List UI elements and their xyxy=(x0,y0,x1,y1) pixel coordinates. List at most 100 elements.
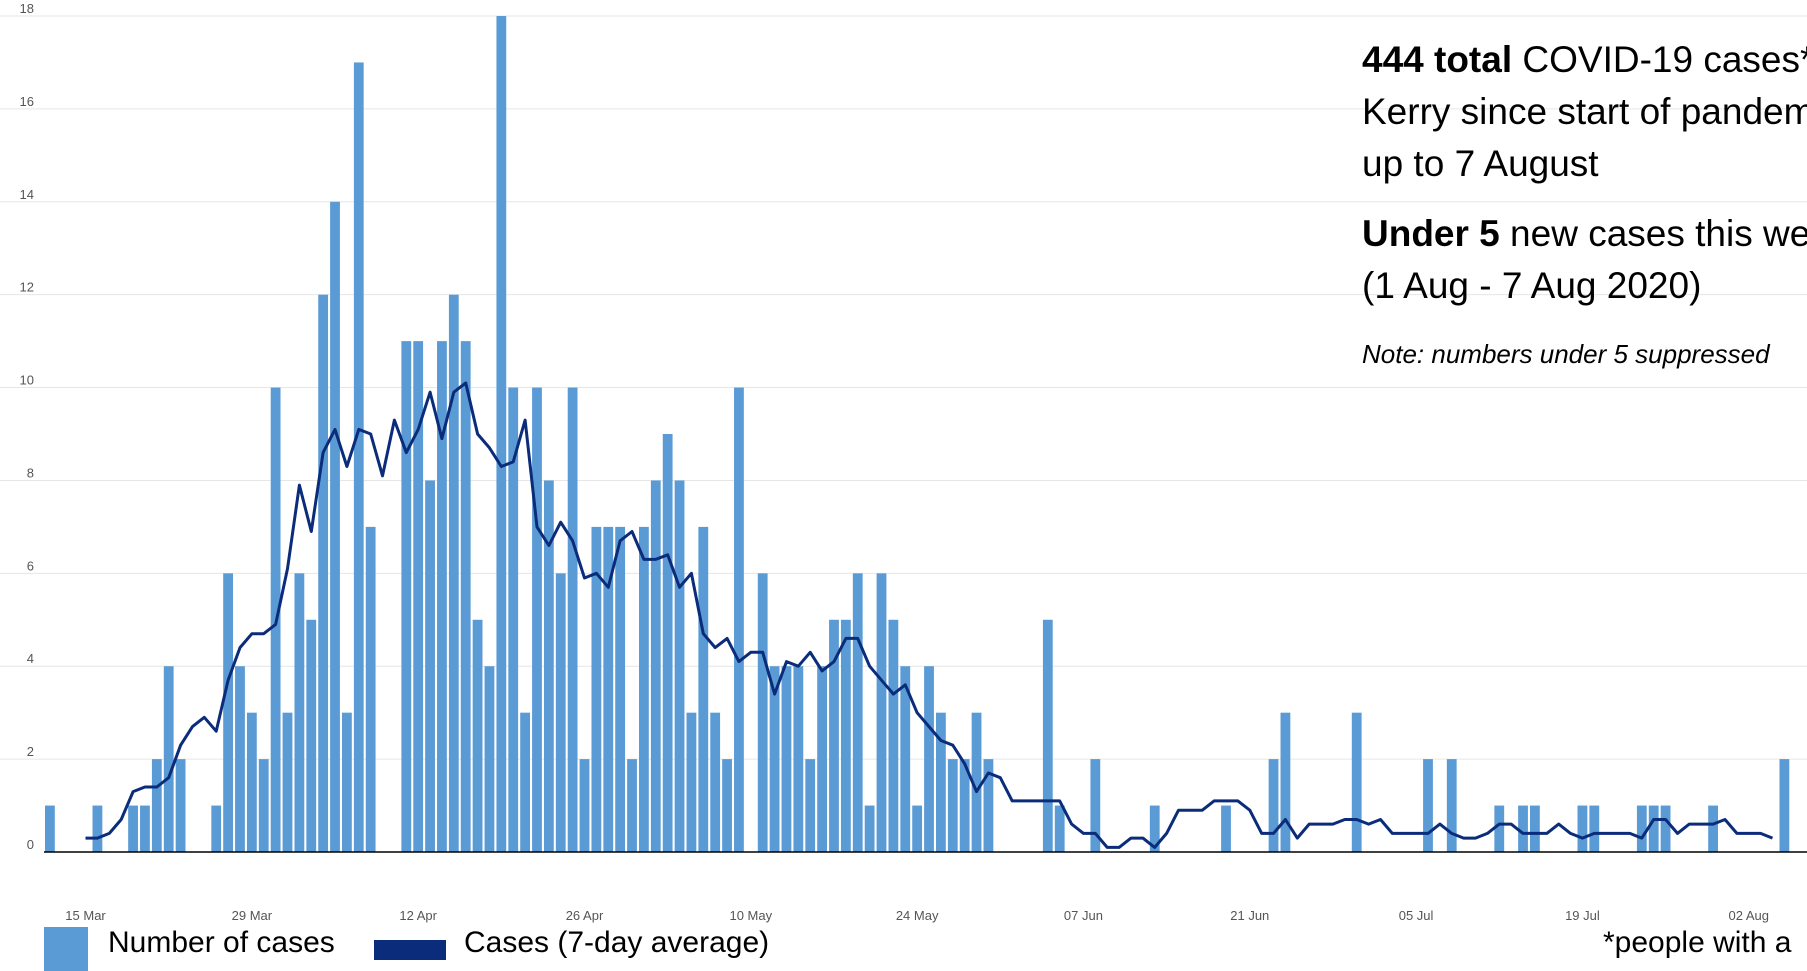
daily-cases-bar xyxy=(674,480,685,852)
daily-cases-bar xyxy=(757,573,768,852)
daily-cases-bar xyxy=(413,341,424,852)
daily-cases-bar xyxy=(342,712,352,852)
x-tick-label: 29 Mar xyxy=(232,908,273,923)
weekly-cases-value: Under 5 xyxy=(1362,213,1500,254)
daily-cases-bar xyxy=(555,573,566,852)
daily-cases-bar xyxy=(282,712,293,852)
legend-bars-swatch xyxy=(44,927,88,971)
x-axis-ticks: 15 Mar 29 Mar 12 Apr 26 Apr 10 May 24 May 07 J… xyxy=(65,908,1769,923)
daily-cases-bar xyxy=(460,341,471,852)
daily-cases-bar xyxy=(983,759,994,852)
daily-cases-bar xyxy=(924,666,934,852)
daily-cases-bar xyxy=(734,387,744,852)
daily-cases-bar xyxy=(128,805,138,852)
daily-cases-bar xyxy=(722,759,732,852)
y-tick-label: 4 xyxy=(27,651,34,666)
daily-cases-bar xyxy=(888,619,899,852)
daily-cases-bar xyxy=(769,666,780,852)
daily-cases-bar xyxy=(579,759,590,852)
daily-cases-bar xyxy=(92,805,103,852)
daily-cases-bar xyxy=(294,573,305,852)
x-tick-label: 15 Mar xyxy=(65,908,106,923)
daily-cases-bar xyxy=(627,759,637,852)
daily-cases-bar xyxy=(318,294,329,853)
daily-cases-bar xyxy=(1221,805,1231,852)
daily-cases-bar xyxy=(1577,805,1588,852)
legend-line-label: Cases (7-day average) xyxy=(464,926,770,959)
x-tick-label: 19 Jul xyxy=(1565,908,1600,923)
daily-cases-bar xyxy=(140,805,150,852)
daily-cases-bar xyxy=(520,712,530,852)
daily-cases-bar xyxy=(448,294,459,853)
daily-cases-bar xyxy=(437,341,447,852)
daily-cases-bar xyxy=(1589,805,1600,852)
x-tick-label: 02 Aug xyxy=(1728,908,1769,923)
daily-cases-bar xyxy=(781,666,792,852)
daily-cases-bar xyxy=(1779,759,1790,852)
daily-cases-bar xyxy=(639,526,649,852)
daily-cases-bar xyxy=(211,805,222,852)
x-tick-label: 07 Jun xyxy=(1064,908,1103,923)
daily-cases-bar xyxy=(698,526,709,852)
x-tick-label: 05 Jul xyxy=(1399,908,1434,923)
x-tick-label: 12 Apr xyxy=(399,908,437,923)
seven-day-average-line xyxy=(85,381,1774,849)
suppression-note: Note: numbers under 5 suppressed xyxy=(1362,339,1770,369)
daily-cases-bar xyxy=(1648,805,1659,852)
daily-cases-bar xyxy=(829,619,839,852)
daily-cases-bar xyxy=(1494,805,1505,852)
daily-cases-bar xyxy=(603,526,614,852)
daily-cases-bar xyxy=(496,16,507,852)
daily-cases-bar xyxy=(662,434,673,852)
y-axis-ticks: 0 2 4 6 8 10 12 14 16 18 xyxy=(20,1,34,852)
legend-line-swatch xyxy=(374,940,446,960)
daily-cases-bar xyxy=(710,712,721,852)
daily-cases-bar xyxy=(686,712,697,852)
daily-cases-bar xyxy=(1530,805,1540,852)
daily-cases-bar xyxy=(971,712,982,852)
daily-cases-bar xyxy=(1149,805,1160,852)
daily-cases-bar xyxy=(175,759,186,852)
x-tick-label: 24 May xyxy=(896,908,939,923)
daily-cases-bar xyxy=(817,666,827,852)
y-tick-label: 16 xyxy=(20,94,34,109)
total-cases-text: 444 total COVID-19 cases* in Kerry since… xyxy=(1362,34,1807,190)
daily-cases-bar xyxy=(1423,759,1433,852)
daily-cases-bar xyxy=(1708,805,1718,852)
daily-cases-bar xyxy=(472,619,483,852)
daily-cases-bar xyxy=(306,619,317,852)
daily-cases-bar xyxy=(1636,805,1647,852)
daily-cases-bar xyxy=(912,805,923,852)
daily-cases-bar xyxy=(947,759,958,852)
total-cases-value: 444 total xyxy=(1362,39,1513,80)
summary-panel: 444 total COVID-19 cases* in Kerry since… xyxy=(1362,34,1807,372)
daily-cases-bar xyxy=(615,526,626,852)
daily-cases-bar xyxy=(484,666,495,852)
daily-cases-bar xyxy=(151,759,162,852)
legend-bars-label: Number of cases xyxy=(108,926,335,959)
weekly-cases-description: new cases this week (1 Aug - 7 Aug 2020) xyxy=(1362,213,1807,306)
footnote: *people with a xyxy=(1603,926,1792,959)
daily-cases-bar xyxy=(1280,712,1291,852)
daily-cases-bar xyxy=(1660,805,1671,852)
daily-cases-bar xyxy=(840,619,851,852)
y-tick-label: 2 xyxy=(27,744,34,759)
y-tick-label: 10 xyxy=(20,373,34,388)
daily-cases-bar xyxy=(959,759,970,852)
daily-cases-bar xyxy=(353,62,364,852)
daily-cases-bar xyxy=(900,666,911,852)
y-tick-label: 12 xyxy=(20,280,34,295)
daily-cases-bar xyxy=(591,526,602,852)
daily-cases-bar xyxy=(235,666,245,852)
daily-cases-bar xyxy=(805,759,816,852)
daily-cases-bar xyxy=(163,666,174,852)
daily-cases-bar xyxy=(223,573,233,852)
total-cases-description: COVID-19 cases* in Kerry since start of … xyxy=(1362,39,1807,184)
y-tick-label: 8 xyxy=(27,465,34,480)
daily-cases-bar xyxy=(425,480,435,852)
daily-cases-bar xyxy=(1268,759,1279,852)
x-tick-label: 10 May xyxy=(729,908,772,923)
daily-cases-bar xyxy=(1042,619,1053,852)
y-tick-label: 18 xyxy=(20,1,34,16)
daily-cases-bar xyxy=(330,201,340,852)
